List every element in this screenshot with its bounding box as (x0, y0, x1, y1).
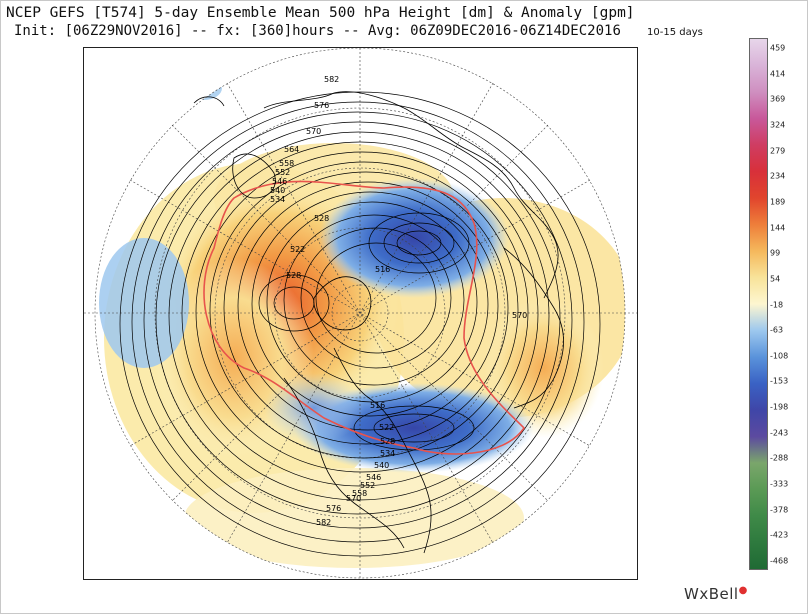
contour-label: 534 (270, 195, 285, 204)
contour-label: 528 (314, 214, 329, 223)
graticule (84, 48, 637, 579)
colorbar-tick-label: 99 (770, 248, 781, 258)
contour-label: 582 (316, 518, 331, 527)
contour-labels: 582 576 570 564 558 552 546 540 534 528 … (270, 75, 527, 527)
colorbar-tick-label: -63 (770, 325, 784, 335)
contour-label: 576 (326, 504, 341, 513)
colorbar-tick-label: 324 (770, 120, 786, 130)
colorbar-tick-label: -18 (770, 300, 784, 309)
contour-label: 522 (379, 423, 394, 432)
anomaly-colorbar (749, 38, 768, 570)
colorbar-tick-label: -468 (770, 556, 789, 566)
colorbar-tick-label: -108 (770, 351, 789, 361)
contour-label: 528 (380, 437, 395, 446)
colorbar-tick-label: -243 (770, 428, 789, 438)
colorbar-tick-label: 54 (770, 274, 781, 284)
colorbar-tick-label: -333 (770, 479, 789, 489)
coastlines (193, 91, 564, 554)
contour-label: 516 (375, 265, 390, 274)
contour-label: 540 (374, 461, 389, 470)
contour-label: 570 (346, 494, 361, 503)
colorbar-tick-label: -288 (770, 453, 789, 463)
anomaly-field (95, 48, 625, 578)
contour-label: 570 (306, 127, 321, 136)
colorbar-tick-label: -153 (770, 376, 789, 386)
contour-label: 564 (284, 145, 299, 154)
height-contours (119, 91, 601, 557)
contour-label: 570 (512, 311, 527, 320)
contour-label: 552 (275, 168, 290, 177)
colorbar-tick-label: 189 (770, 197, 786, 207)
contour-label: 546 (366, 473, 381, 482)
contour-label: 534 (380, 449, 395, 458)
colorbar-tick-label: 279 (770, 146, 786, 156)
chart-title: NCEP GEFS [T574] 5-day Ensemble Mean 500… (6, 5, 635, 21)
colorbar-tick-label: 369 (770, 94, 786, 104)
highlight-540-contour (203, 180, 526, 455)
contour-label: 540 (270, 186, 285, 195)
contour-label: 522 (290, 245, 305, 254)
contour-label: 516 (370, 401, 385, 410)
contour-label: 582 (324, 75, 339, 84)
colorbar-tick-label: 144 (770, 223, 786, 233)
contour-label: 576 (314, 101, 329, 110)
contour-label: 558 (352, 489, 367, 498)
colorbar-tick-label: -378 (770, 505, 789, 515)
polar-map: 582 576 570 564 558 552 546 540 534 528 … (83, 47, 638, 580)
chart-subtitle: Init: [06Z29NOV2016] -- fx: [360]hours -… (14, 23, 621, 39)
map-svg: 582 576 570 564 558 552 546 540 534 528 … (84, 48, 637, 579)
contour-label: 528 (286, 271, 301, 280)
forecast-period-label: 10-15 days (647, 27, 703, 38)
logo-text: WxBell (684, 585, 739, 603)
wxbell-logo: WxBell● (684, 585, 748, 603)
contour-label: 558 (279, 159, 294, 168)
logo-dot-icon: ● (738, 585, 748, 596)
contour-label: 546 (272, 177, 287, 186)
colorbar-tick-label: 414 (770, 69, 786, 79)
colorbar-tick-label: 459 (770, 43, 786, 53)
colorbar-tick-label: 234 (770, 171, 786, 181)
colorbar-tick-label: -423 (770, 530, 789, 540)
contour-label: 552 (360, 481, 375, 490)
colorbar-tick-label: -198 (770, 402, 789, 412)
